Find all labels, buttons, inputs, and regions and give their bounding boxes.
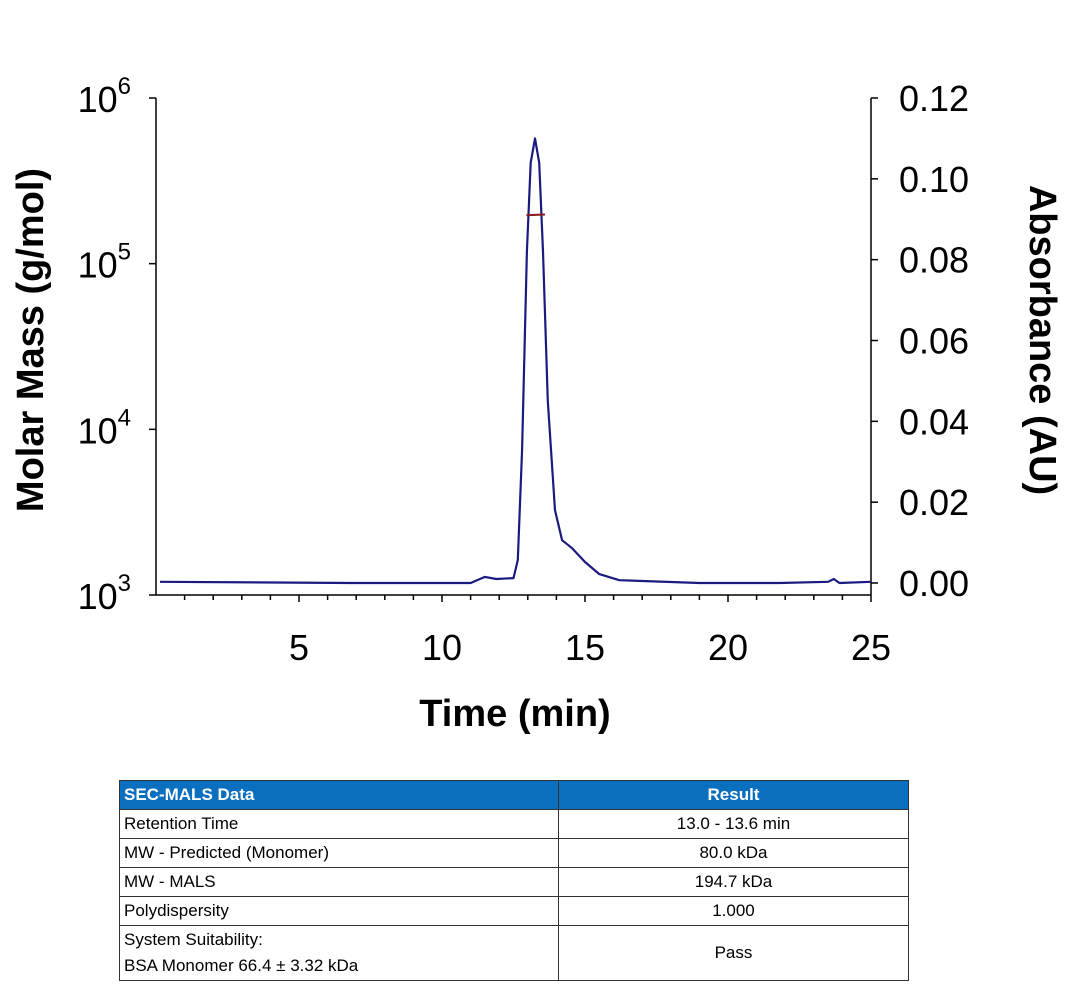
sec-mals-chart: 5 10 15 20 25 103 104 105 106 0.00 0.02 0.04 0.06 0.0…	[10, 73, 1063, 735]
row-label: MW - MALS	[119, 867, 559, 897]
header-cell: SEC-MALS Data	[119, 780, 559, 810]
table-row: Polydispersity 1.000	[119, 896, 909, 926]
right-tick-label: 0.04	[899, 401, 969, 442]
row-label: Polydispersity	[119, 896, 559, 926]
x-tick-label: 25	[851, 627, 891, 668]
row-label: System Suitability: BSA Monomer 66.4 ± 3.…	[119, 925, 559, 981]
row-label: Retention Time	[119, 809, 559, 839]
table-header-row: SEC-MALS Data Result	[119, 780, 909, 810]
absorbance-line	[159, 137, 872, 585]
table-row: MW - Predicted (Monomer) 80.0 kDa	[119, 838, 909, 868]
right-tick-label: 0.12	[899, 78, 969, 119]
right-axis-label: Absorbance (AU)	[1021, 185, 1063, 495]
table-row: MW - MALS 194.7 kDa	[119, 867, 909, 897]
left-tick-label: 105	[78, 239, 131, 286]
row-label-line: BSA Monomer 66.4 ± 3.32 kDa	[124, 956, 359, 975]
x-axis-label: Time (min)	[419, 693, 610, 735]
right-tick-label: 0.06	[899, 321, 969, 362]
x-tick-label: 15	[565, 627, 605, 668]
row-label: MW - Predicted (Monomer)	[119, 838, 559, 868]
table-row: System Suitability: BSA Monomer 66.4 ± 3.…	[119, 925, 909, 981]
right-tick-label: 0.02	[899, 482, 969, 523]
molar-mass-line	[526, 213, 546, 217]
right-tick-label: 0.10	[899, 159, 969, 200]
x-tick-label: 20	[708, 627, 748, 668]
row-label-line: System Suitability:	[124, 930, 263, 949]
sec-mals-table: SEC-MALS Data Result Retention Time 13.0 …	[119, 780, 909, 981]
x-tick-label: 10	[422, 627, 462, 668]
left-tick-label: 104	[78, 404, 131, 451]
row-value: 80.0 kDa	[558, 838, 909, 868]
row-value: 1.000	[558, 896, 909, 926]
table-row: Retention Time 13.0 - 13.6 min	[119, 809, 909, 839]
right-tick-label: 0.00	[899, 563, 969, 604]
x-tick-label: 5	[289, 627, 309, 668]
left-axis-label: Molar Mass (g/mol)	[10, 168, 52, 512]
row-value: Pass	[558, 925, 909, 981]
left-tick-label: 103	[78, 570, 131, 617]
row-value: 13.0 - 13.6 min	[558, 809, 909, 839]
right-tick-label: 0.08	[899, 240, 969, 281]
row-value: 194.7 kDa	[558, 867, 909, 897]
header-cell: Result	[558, 780, 909, 810]
left-tick-label: 106	[78, 73, 131, 120]
